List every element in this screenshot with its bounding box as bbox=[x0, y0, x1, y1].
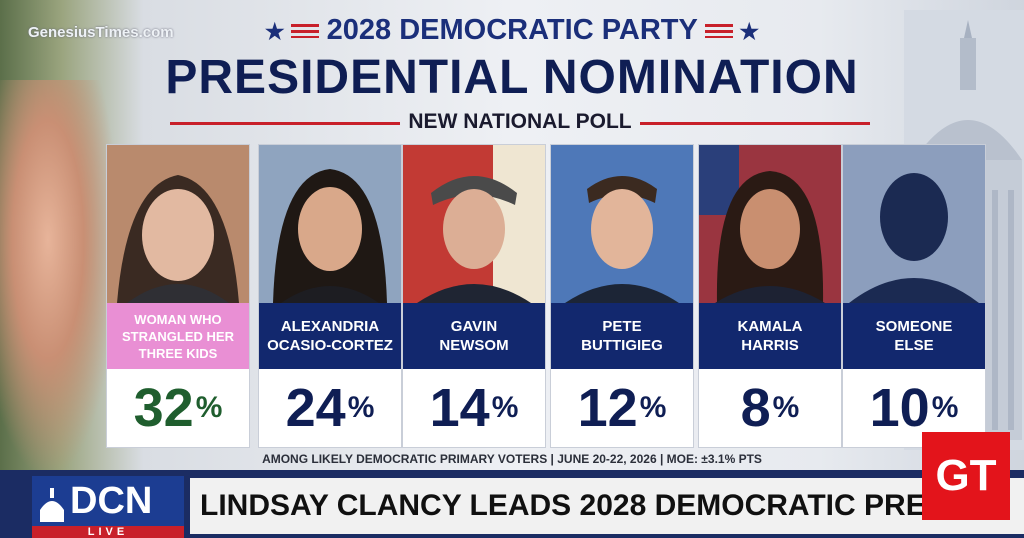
crowd-hands-photo bbox=[0, 80, 120, 480]
ticker-band bbox=[190, 478, 1024, 534]
percent-value: 24 bbox=[285, 378, 346, 438]
site-watermark: GenesiusTimes.com bbox=[28, 24, 174, 41]
subtitle-row: NEW NATIONAL POLL bbox=[170, 110, 870, 136]
candidate-percent: 14% bbox=[403, 369, 545, 447]
candidate-card: WOMAN WHO STRANGLED HER THREE KIDS 32% bbox=[106, 144, 250, 448]
name-line: BUTTIGIEG bbox=[581, 337, 663, 354]
candidate-percent: 32% bbox=[107, 369, 249, 447]
percent-value: 10 bbox=[869, 378, 930, 438]
silhouette-icon bbox=[843, 145, 985, 303]
name-line: NEWSOM bbox=[439, 337, 509, 354]
subtitle: NEW NATIONAL POLL bbox=[408, 110, 632, 133]
page-title: PRESIDENTIAL NOMINATION bbox=[165, 51, 859, 104]
candidate-photo bbox=[403, 145, 545, 303]
candidate-percent: 10% bbox=[843, 369, 985, 447]
candidate-photo bbox=[107, 145, 249, 303]
candidate-card: PETE BUTTIGIEG 12% bbox=[550, 144, 694, 448]
candidate-photo bbox=[551, 145, 693, 303]
name-line: ELSE bbox=[894, 337, 934, 354]
gt-badge: GT bbox=[922, 432, 1010, 520]
live-label: LIVE bbox=[32, 526, 184, 538]
title-line-1: ★ 2028 DEMOCRATIC PARTY ★ bbox=[0, 14, 1024, 47]
name-line: KAMALA bbox=[737, 318, 803, 335]
title-line-1-text: 2028 DEMOCRATIC PARTY bbox=[326, 14, 698, 46]
dcn-logo: DCN LIVE bbox=[32, 476, 184, 538]
candidate-name: PETE BUTTIGIEG bbox=[551, 303, 693, 369]
candidate-name: WOMAN WHO STRANGLED HER THREE KIDS bbox=[107, 303, 249, 369]
name-line: OCASIO-CORTEZ bbox=[267, 337, 393, 354]
candidate-name: ALEXANDRIA OCASIO-CORTEZ bbox=[259, 303, 401, 369]
candidate-name: GAVIN NEWSOM bbox=[403, 303, 545, 369]
percent-sign: % bbox=[195, 391, 223, 424]
percent-sign: % bbox=[639, 391, 667, 424]
percent-value: 14 bbox=[429, 378, 490, 438]
divider bbox=[170, 122, 400, 125]
candidate-percent: 8% bbox=[699, 369, 841, 447]
star-icon: ★ bbox=[739, 19, 760, 44]
ticker-headline: LINDSAY CLANCY LEADS 2028 DEMOCRATIC PRE… bbox=[200, 489, 930, 522]
candidate-card: GAVIN NEWSOM 14% bbox=[402, 144, 546, 448]
candidate-card: KAMALA HARRIS 8% bbox=[698, 144, 842, 448]
name-line: GAVIN bbox=[450, 318, 498, 335]
capitol-dome-icon bbox=[40, 488, 64, 522]
stripes-icon bbox=[705, 24, 734, 39]
candidate-card: SOMEONE ELSE 10% bbox=[842, 144, 986, 448]
name-line: ALEXANDRIA bbox=[280, 318, 380, 335]
name-line: THREE KIDS bbox=[138, 345, 218, 361]
name-line: WOMAN WHO bbox=[134, 311, 222, 327]
name-line: STRANGLED HER bbox=[122, 328, 234, 344]
candidate-percent: 12% bbox=[551, 369, 693, 447]
star-icon: ★ bbox=[264, 19, 285, 44]
percent-value: 32 bbox=[133, 378, 194, 438]
divider bbox=[640, 122, 870, 125]
poll-footnote: AMONG LIKELY DEMOCRATIC PRIMARY VOTERS |… bbox=[262, 452, 762, 466]
name-line: HARRIS bbox=[741, 337, 799, 354]
candidate-name: SOMEONE ELSE bbox=[843, 303, 985, 369]
percent-value: 12 bbox=[577, 378, 638, 438]
name-line: SOMEONE bbox=[875, 318, 953, 335]
candidate-photo bbox=[699, 145, 841, 303]
stripes-icon bbox=[290, 24, 319, 39]
candidate-name: KAMALA HARRIS bbox=[699, 303, 841, 369]
candidate-percent: 24% bbox=[259, 369, 401, 447]
logo-text: DCN bbox=[70, 480, 153, 522]
percent-sign: % bbox=[491, 391, 519, 424]
candidate-photo bbox=[259, 145, 401, 303]
percent-sign: % bbox=[347, 391, 375, 424]
percent-value: 8 bbox=[740, 378, 771, 438]
candidate-card: ALEXANDRIA OCASIO-CORTEZ 24% bbox=[258, 144, 402, 448]
poll-cards: WOMAN WHO STRANGLED HER THREE KIDS 32% A… bbox=[106, 144, 986, 448]
percent-sign: % bbox=[772, 391, 800, 424]
percent-sign: % bbox=[931, 391, 959, 424]
name-line: PETE bbox=[602, 318, 642, 335]
